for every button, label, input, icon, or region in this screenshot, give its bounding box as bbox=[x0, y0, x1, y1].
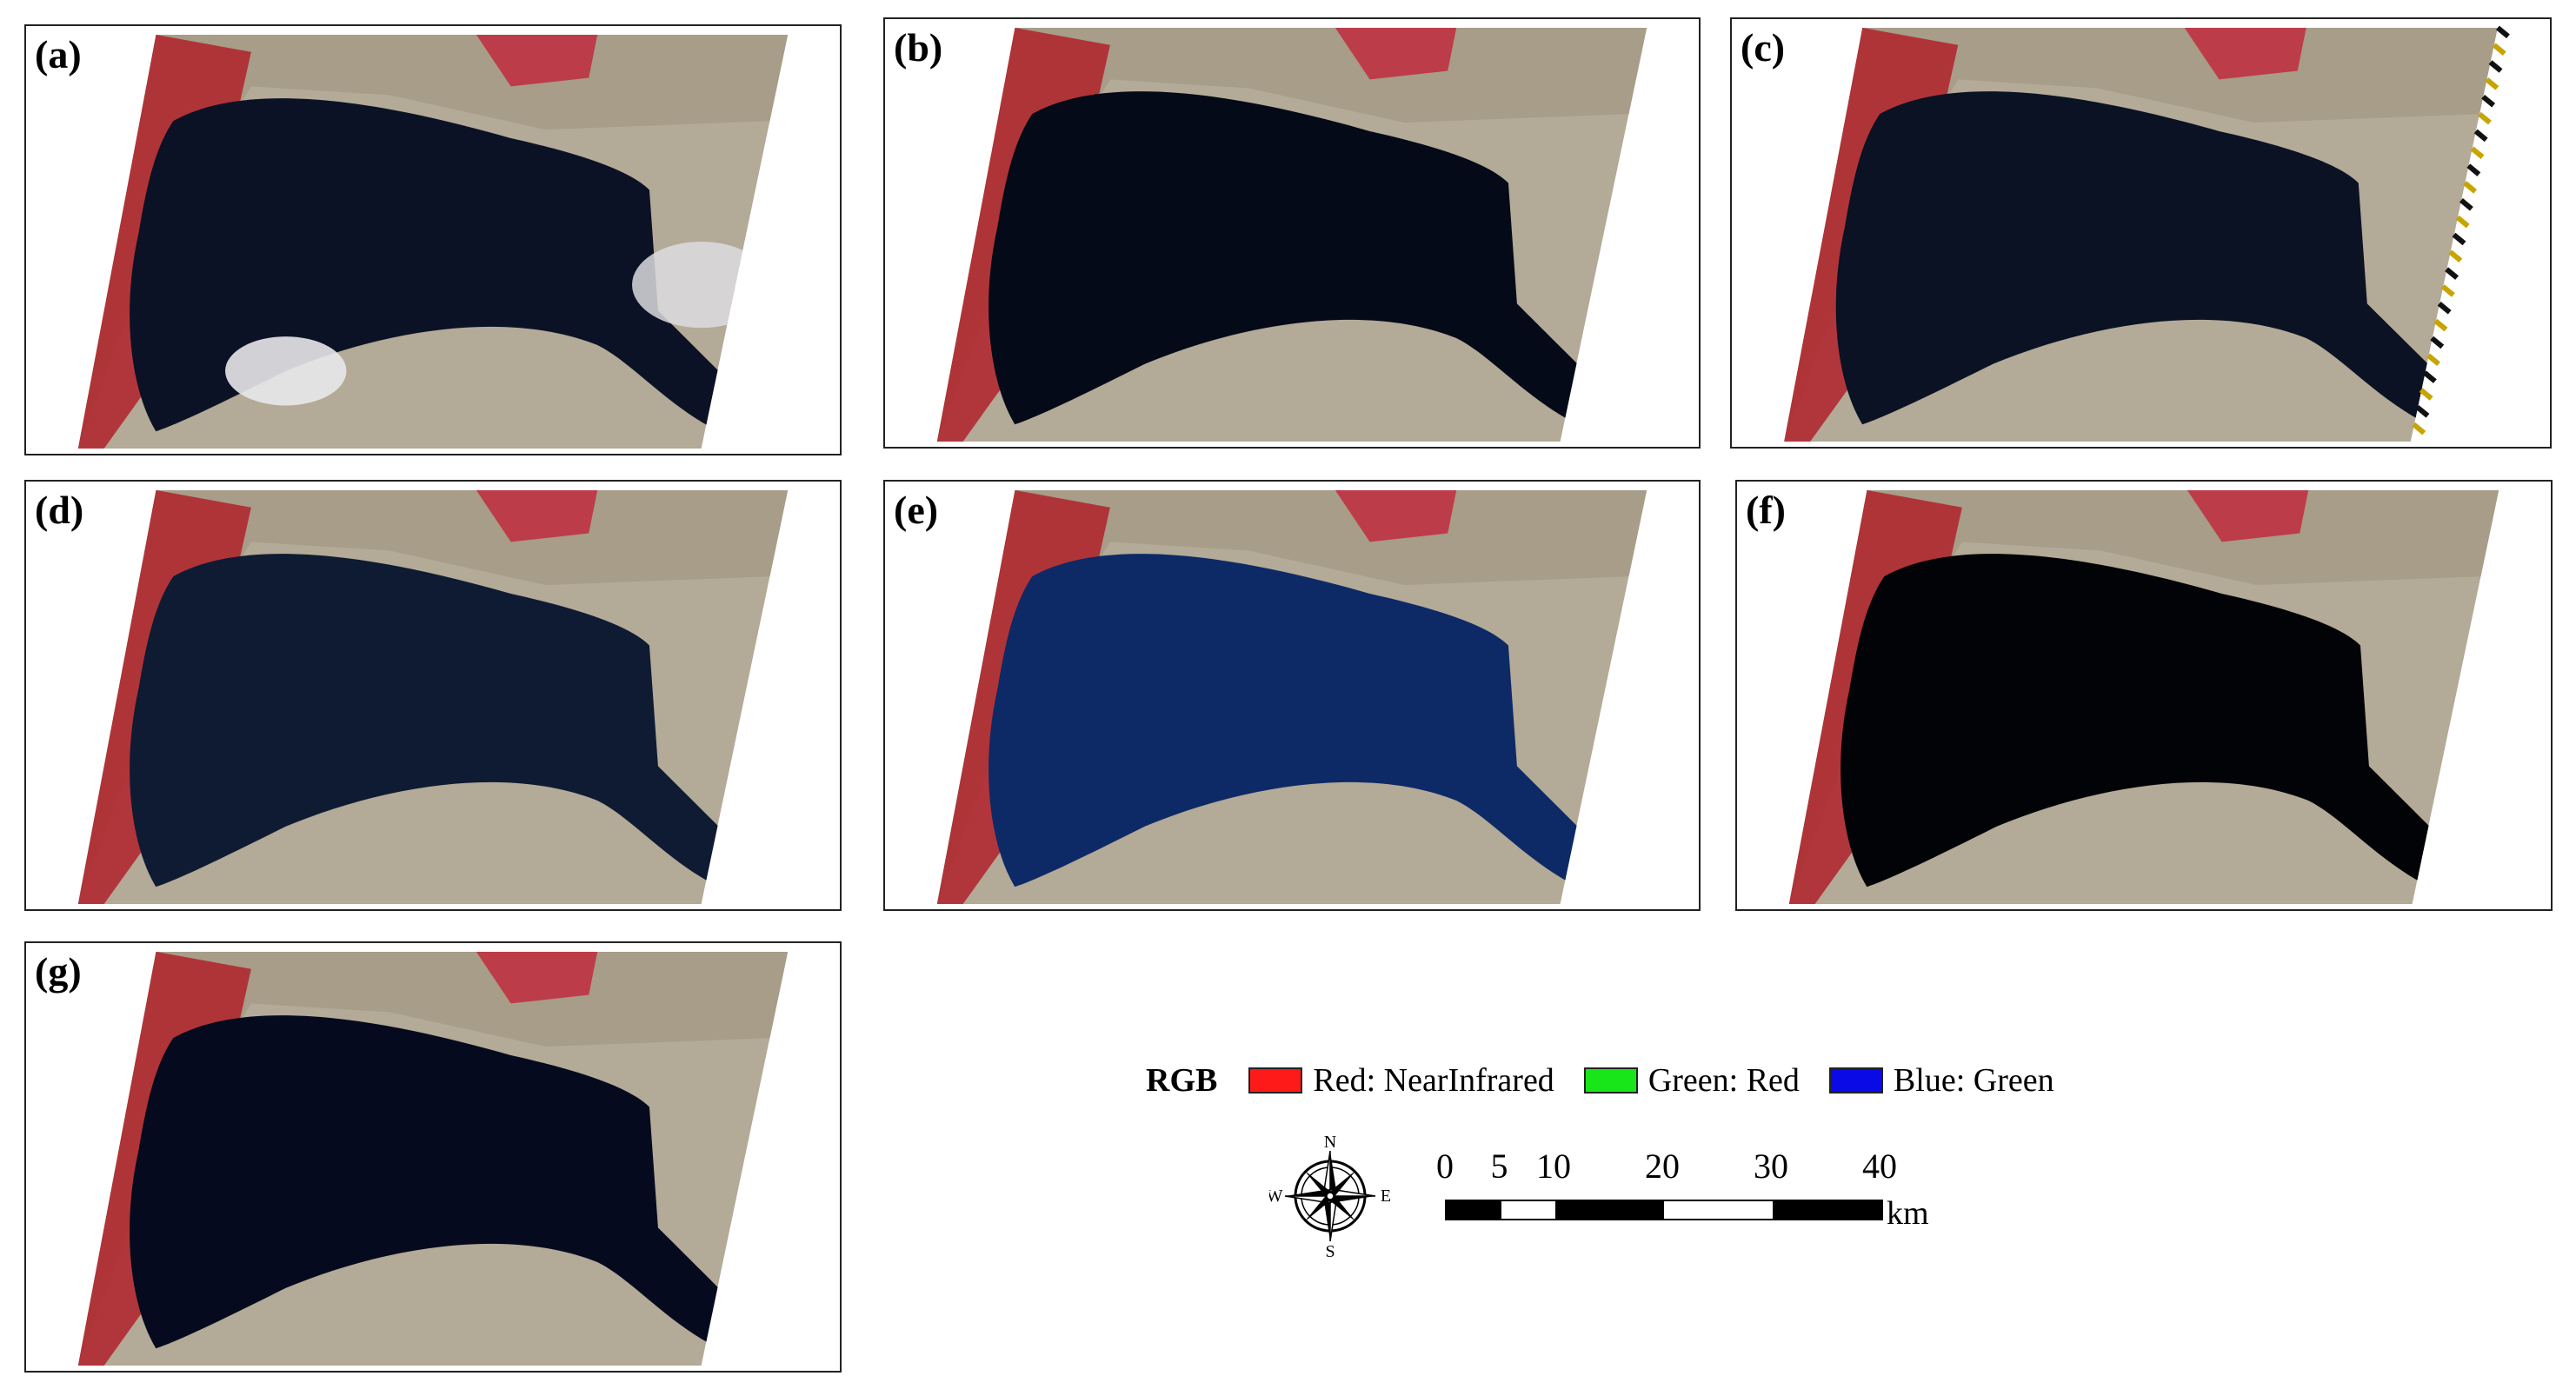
legend-swatch-green bbox=[1583, 1067, 1638, 1094]
legend-swatch-blue bbox=[1828, 1067, 1883, 1094]
compass-west-label: W bbox=[1269, 1187, 1283, 1206]
map-panel-e: (e) bbox=[883, 480, 1701, 911]
edge-stripe bbox=[2455, 215, 2470, 229]
map-panel-f: (f) bbox=[1735, 480, 2553, 911]
satellite-image bbox=[1784, 25, 2510, 442]
edge-stripe bbox=[2470, 146, 2485, 159]
compass-rose-icon: N S W E bbox=[1269, 1133, 1391, 1260]
edge-stripe bbox=[2485, 77, 2499, 90]
lake-water bbox=[130, 1015, 745, 1349]
scale-segment bbox=[1555, 1201, 1664, 1219]
edge-stripe bbox=[2426, 353, 2440, 367]
satellite-image bbox=[77, 489, 789, 905]
vegetation-north bbox=[2187, 489, 2309, 542]
map-panel-d: (d) bbox=[24, 480, 842, 911]
scale-segment bbox=[1501, 1201, 1555, 1219]
legend-label: Red: NearInfrared bbox=[1313, 1062, 1554, 1099]
edge-stripe bbox=[2488, 60, 2503, 73]
vegetation-north bbox=[476, 951, 598, 1004]
panel-label: (c) bbox=[1741, 25, 1786, 70]
legend-title: RGB bbox=[1146, 1062, 1218, 1099]
scale-tick-label: 10 bbox=[1536, 1147, 1571, 1186]
edge-stripe bbox=[2481, 94, 2496, 108]
edge-stripe bbox=[2492, 43, 2506, 56]
scale-segment bbox=[1447, 1201, 1501, 1219]
edge-stripe bbox=[2496, 25, 2510, 39]
panel-label: (g) bbox=[35, 949, 82, 994]
vegetation-north bbox=[1335, 27, 1457, 80]
edge-stripe bbox=[2433, 318, 2448, 332]
vegetation-north bbox=[2184, 27, 2306, 80]
scale-tick-label: 0 bbox=[1436, 1147, 1454, 1186]
edge-stripe bbox=[2463, 181, 2478, 194]
satellite-image bbox=[77, 951, 789, 1366]
lake-water bbox=[1835, 91, 2454, 425]
compass-south-label: S bbox=[1325, 1242, 1335, 1260]
panel-label: (b) bbox=[894, 25, 943, 70]
satellite-image bbox=[77, 34, 789, 449]
scale-tick-label: 20 bbox=[1645, 1147, 1680, 1186]
edge-stripe bbox=[2452, 232, 2466, 246]
satellite-image bbox=[936, 489, 1647, 905]
scale-segment bbox=[1773, 1201, 1881, 1219]
satellite-image bbox=[1788, 489, 2499, 905]
edge-stripe bbox=[2459, 198, 2473, 211]
map-panel-c: (c) bbox=[1730, 17, 2552, 449]
legend-item-blue: Blue: Green bbox=[1828, 1061, 2054, 1100]
scale-unit: km bbox=[1887, 1195, 1929, 1232]
panel-label: (a) bbox=[35, 32, 82, 76]
edge-stripe bbox=[2422, 370, 2437, 383]
map-panel-a: (a) bbox=[24, 24, 842, 455]
compass-north-label: N bbox=[1324, 1133, 1336, 1152]
edge-stripe bbox=[2412, 422, 2426, 435]
edge-stripe bbox=[2466, 163, 2481, 176]
scale-segment bbox=[1664, 1201, 1773, 1219]
compass-east-label: E bbox=[1381, 1187, 1391, 1206]
cloud bbox=[632, 241, 771, 329]
scale-bar: 0 5 10 20 30 40 km bbox=[1426, 1146, 1947, 1233]
edge-stripe bbox=[2448, 249, 2463, 263]
legend-item-green: Green: Red bbox=[1583, 1061, 1800, 1100]
map-panel-b: (b) bbox=[883, 17, 1701, 449]
edge-stripe bbox=[2477, 111, 2492, 125]
scale-tick-label: 40 bbox=[1862, 1147, 1897, 1186]
map-panel-g: (g) bbox=[24, 941, 842, 1373]
panel-label: (d) bbox=[35, 488, 84, 532]
lake-water bbox=[130, 554, 745, 887]
scale-tick-label: 30 bbox=[1754, 1147, 1788, 1186]
lake-water bbox=[988, 554, 1604, 887]
legend-item-red: Red: NearInfrared bbox=[1248, 1061, 1554, 1100]
vegetation-north bbox=[476, 34, 598, 87]
satellite-image bbox=[936, 27, 1647, 442]
panel-label: (f) bbox=[1746, 488, 1786, 532]
scale-tick-label: 5 bbox=[1490, 1147, 1508, 1186]
edge-stripe bbox=[2430, 336, 2445, 349]
edge-stripe bbox=[2415, 405, 2430, 418]
lake-water bbox=[988, 91, 1604, 425]
legend-label: Blue: Green bbox=[1893, 1062, 2054, 1099]
panel-label: (e) bbox=[894, 488, 939, 532]
rgb-legend: RGB Red: NearInfrared Green: Red Blue: G… bbox=[1146, 1059, 2084, 1102]
edge-stripe bbox=[2437, 302, 2452, 315]
legend-swatch-red bbox=[1248, 1067, 1303, 1094]
edge-stripe bbox=[2440, 284, 2455, 297]
edge-stripe bbox=[2419, 388, 2433, 401]
edge-stripe bbox=[2473, 129, 2488, 143]
legend-label: Green: Red bbox=[1647, 1062, 1800, 1099]
scale-track bbox=[1445, 1200, 1883, 1220]
cloud bbox=[225, 336, 347, 406]
vegetation-north bbox=[476, 489, 598, 542]
lake-water bbox=[1840, 554, 2456, 887]
vegetation-north bbox=[1335, 489, 1457, 542]
edge-stripe bbox=[2445, 267, 2460, 280]
